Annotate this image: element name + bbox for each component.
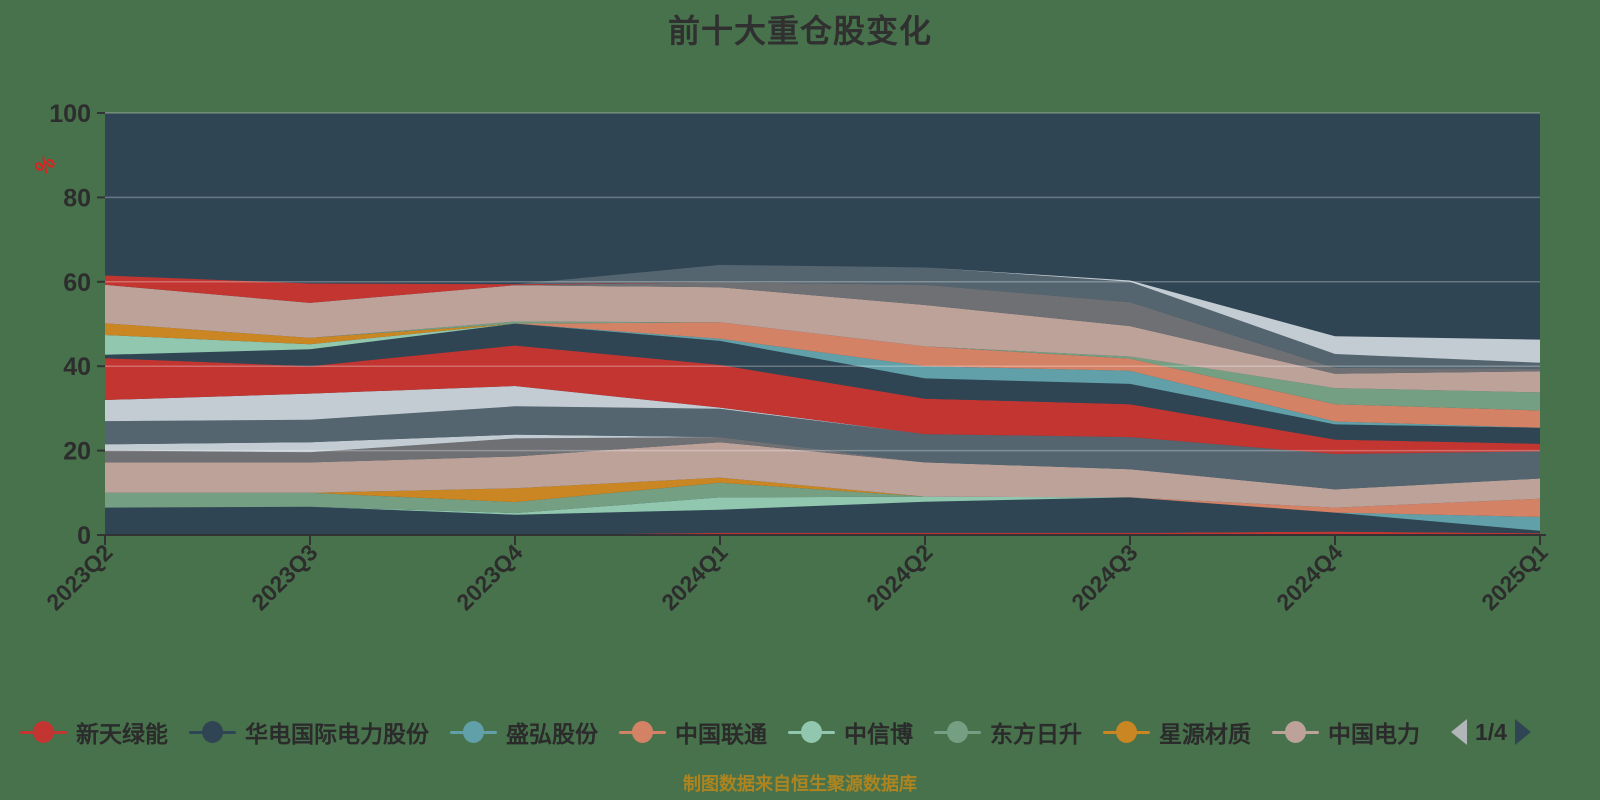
x-axis-label-2023Q4: 2023Q4 <box>451 539 527 615</box>
area-band-red-band-3[interactable] <box>105 275 1540 369</box>
legend-marker-icon <box>189 720 236 744</box>
source-caption: 制图数据来自恒生聚源数据库 <box>683 774 917 794</box>
area-band-green-band-1[interactable] <box>105 482 1540 517</box>
legend-page-indicator: 1/4 <box>1475 718 1507 745</box>
area-band-red-band-2[interactable] <box>105 345 1540 455</box>
legend-marker-dot <box>1285 721 1306 743</box>
legend-marker-icon <box>20 720 67 744</box>
legend-marker-icon <box>1103 720 1150 744</box>
legend-label: 盛弘股份 <box>506 721 598 747</box>
legend-item-6[interactable]: 东方日升 <box>934 715 1082 749</box>
area-band-green-band-2[interactable] <box>105 321 1540 411</box>
legend-pager: 1/4 <box>1451 719 1531 746</box>
area-band-silver-band-3[interactable] <box>105 264 1540 363</box>
stacked-area-chart: 0 20 40 60 80 100 2023Q2 2023Q3 2023Q4 2024Q1 2024… <box>31 100 1553 615</box>
y-axis-label-80: 80 <box>63 184 91 212</box>
legend-marker-icon <box>788 720 835 744</box>
area-band-salmon-band-2[interactable] <box>105 322 1540 428</box>
chart-legend: 新天绿能 华电国际电力股份 盛弘股份 中国联通 中信博 东方日升 星源材质 中国电力 1/4 <box>20 706 1590 758</box>
legend-label: 中国联通 <box>675 721 767 747</box>
chart-title: 前十大重仓股变化 <box>667 13 932 49</box>
legend-marker-dot <box>1116 721 1137 743</box>
x-axis-label-2024Q2: 2024Q2 <box>861 539 937 615</box>
legend-next-page-icon[interactable] <box>1514 719 1531 745</box>
x-axis-label-2024Q3: 2024Q3 <box>1066 539 1142 615</box>
legend-item-2[interactable]: 华电国际电力股份 <box>189 715 429 749</box>
x-axis-label-2023Q2: 2023Q2 <box>41 539 117 615</box>
area-band-gold-band-2[interactable] <box>105 323 1540 428</box>
legend-marker-dot <box>947 721 968 743</box>
legend-marker-icon <box>450 720 497 744</box>
legend-item-4[interactable]: 中国联通 <box>619 715 767 749</box>
area-band-slate-band-2[interactable] <box>105 264 1540 369</box>
area-band-navy-band-1[interactable] <box>105 497 1540 535</box>
legend-marker-dot <box>33 721 54 743</box>
area-band-mint-band-1[interactable] <box>105 496 1540 517</box>
y-axis-label-40: 40 <box>63 353 91 381</box>
legend-label: 华电国际电力股份 <box>245 721 429 747</box>
x-axis-label-2024Q1: 2024Q1 <box>656 539 732 615</box>
legend-marker-dot <box>202 721 223 743</box>
area-band-navy-band-2[interactable] <box>105 323 1540 444</box>
area-band-salmon-band-1[interactable] <box>105 477 1540 517</box>
legend-item-5[interactable]: 中信博 <box>788 715 913 749</box>
legend-label: 东方日升 <box>990 721 1082 747</box>
legend-item-3[interactable]: 盛弘股份 <box>450 715 598 749</box>
legend-prev-page-icon[interactable] <box>1451 719 1467 745</box>
y-axis-label-20: 20 <box>63 438 91 466</box>
legend-label: 中信博 <box>844 721 913 747</box>
area-band-silver-band-2[interactable] <box>105 386 1540 454</box>
legend-marker-icon <box>619 720 666 744</box>
x-axis-label-2025Q1: 2025Q1 <box>1476 539 1552 615</box>
legend-marker-dot <box>632 721 653 743</box>
y-axis-label-0: 0 <box>77 522 91 550</box>
y-axis-label-60: 60 <box>63 269 91 297</box>
legend-item-7[interactable]: 星源材质 <box>1103 715 1251 749</box>
legend-label: 中国电力 <box>1328 721 1420 747</box>
x-axis-label-2023Q3: 2023Q3 <box>246 539 322 615</box>
y-axis-name: % <box>31 150 61 180</box>
y-axis-label-100: 100 <box>49 100 91 128</box>
area-band-gray-band-1[interactable] <box>105 437 1540 490</box>
legend-marker-icon <box>934 720 981 744</box>
legend-label: 新天绿能 <box>76 721 168 747</box>
legend-label: 星源材质 <box>1159 721 1251 747</box>
legend-marker-icon <box>1272 720 1319 744</box>
area-band-tan-band-1[interactable] <box>105 442 1540 508</box>
legend-item-8[interactable]: 中国电力 <box>1272 715 1420 749</box>
legend-item-1[interactable]: 新天绿能 <box>20 715 168 749</box>
area-band-slate-band-1[interactable] <box>105 406 1540 490</box>
area-band-tan-band-2[interactable] <box>105 284 1540 393</box>
legend-marker-dot <box>801 721 822 743</box>
x-axis-label-2024Q4: 2024Q4 <box>1271 539 1347 615</box>
legend-marker-dot <box>463 721 484 743</box>
